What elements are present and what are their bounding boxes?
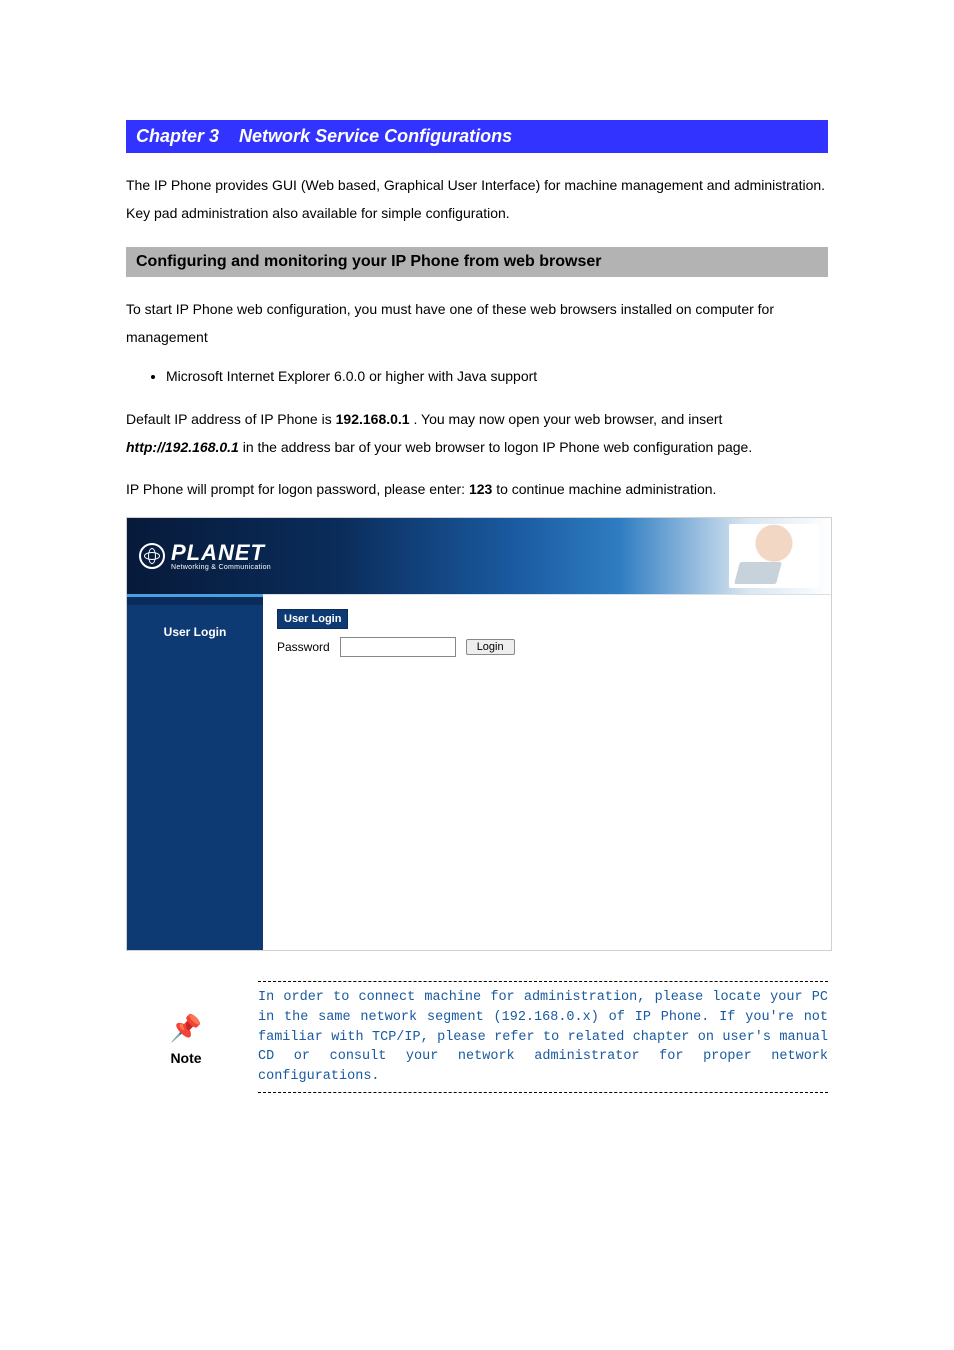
sidebar-item-user-login[interactable]: User Login <box>127 625 263 639</box>
browser-requirements-list: Microsoft Internet Explorer 6.0.0 or hig… <box>166 365 828 387</box>
screenshot-body: User Login User Login Password Login <box>127 594 831 950</box>
chapter-heading-bar: Chapter 3 Network Service Configurations <box>126 120 828 153</box>
password-input[interactable] <box>340 637 456 657</box>
brand-logo: PLANET Networking & Communication <box>139 542 271 571</box>
main-panel: User Login Password Login <box>263 594 831 950</box>
note-label: Note <box>170 1050 201 1066</box>
section-intro: To start IP Phone web configuration, you… <box>126 295 828 351</box>
text-fragment: . You may now open your web browser, and… <box>413 411 722 427</box>
screenshot-header: PLANET Networking & Communication <box>127 518 831 594</box>
globe-icon <box>139 543 165 569</box>
brand-name: PLANET <box>171 542 271 564</box>
pushpin-icon: 📌 <box>126 1013 246 1044</box>
section-heading-bar: Configuring and monitoring your IP Phone… <box>126 247 828 277</box>
note-icon-column: 📌 Note <box>126 1009 246 1066</box>
sidebar: User Login <box>127 594 263 950</box>
login-form-row: Password Login <box>277 637 817 657</box>
text-fragment: Default IP address of IP Phone is <box>126 411 336 427</box>
default-ip-paragraph: Default IP address of IP Phone is 192.16… <box>126 405 828 461</box>
text-fragment: to continue machine administration. <box>496 481 716 497</box>
header-decorative-image <box>729 524 819 588</box>
intro-paragraph: The IP Phone provides GUI (Web based, Gr… <box>126 171 828 227</box>
chapter-title: Network Service Configurations <box>239 126 512 146</box>
default-ip-value: 192.168.0.1 <box>336 411 410 427</box>
text-fragment: IP Phone will prompt for logon password,… <box>126 481 469 497</box>
chapter-number-value: 3 <box>209 126 219 146</box>
password-label: Password <box>277 640 330 654</box>
brand-tagline: Networking & Communication <box>171 564 271 571</box>
login-screenshot: PLANET Networking & Communication User L… <box>126 517 832 951</box>
note-text: In order to connect machine for administ… <box>258 981 828 1093</box>
login-box-title: User Login <box>277 609 348 629</box>
text-fragment: in the address bar of your web browser t… <box>243 439 753 455</box>
note-box: 📌 Note In order to connect machine for a… <box>126 981 828 1093</box>
list-item: Microsoft Internet Explorer 6.0.0 or hig… <box>166 365 828 387</box>
password-paragraph: IP Phone will prompt for logon password,… <box>126 475 828 503</box>
login-button[interactable]: Login <box>466 639 515 655</box>
default-password: 123 <box>469 481 492 497</box>
config-url: http://192.168.0.1 <box>126 439 239 455</box>
page: Chapter 3 Network Service Configurations… <box>0 0 954 1153</box>
chapter-number: Chapter 3 <box>136 126 219 146</box>
